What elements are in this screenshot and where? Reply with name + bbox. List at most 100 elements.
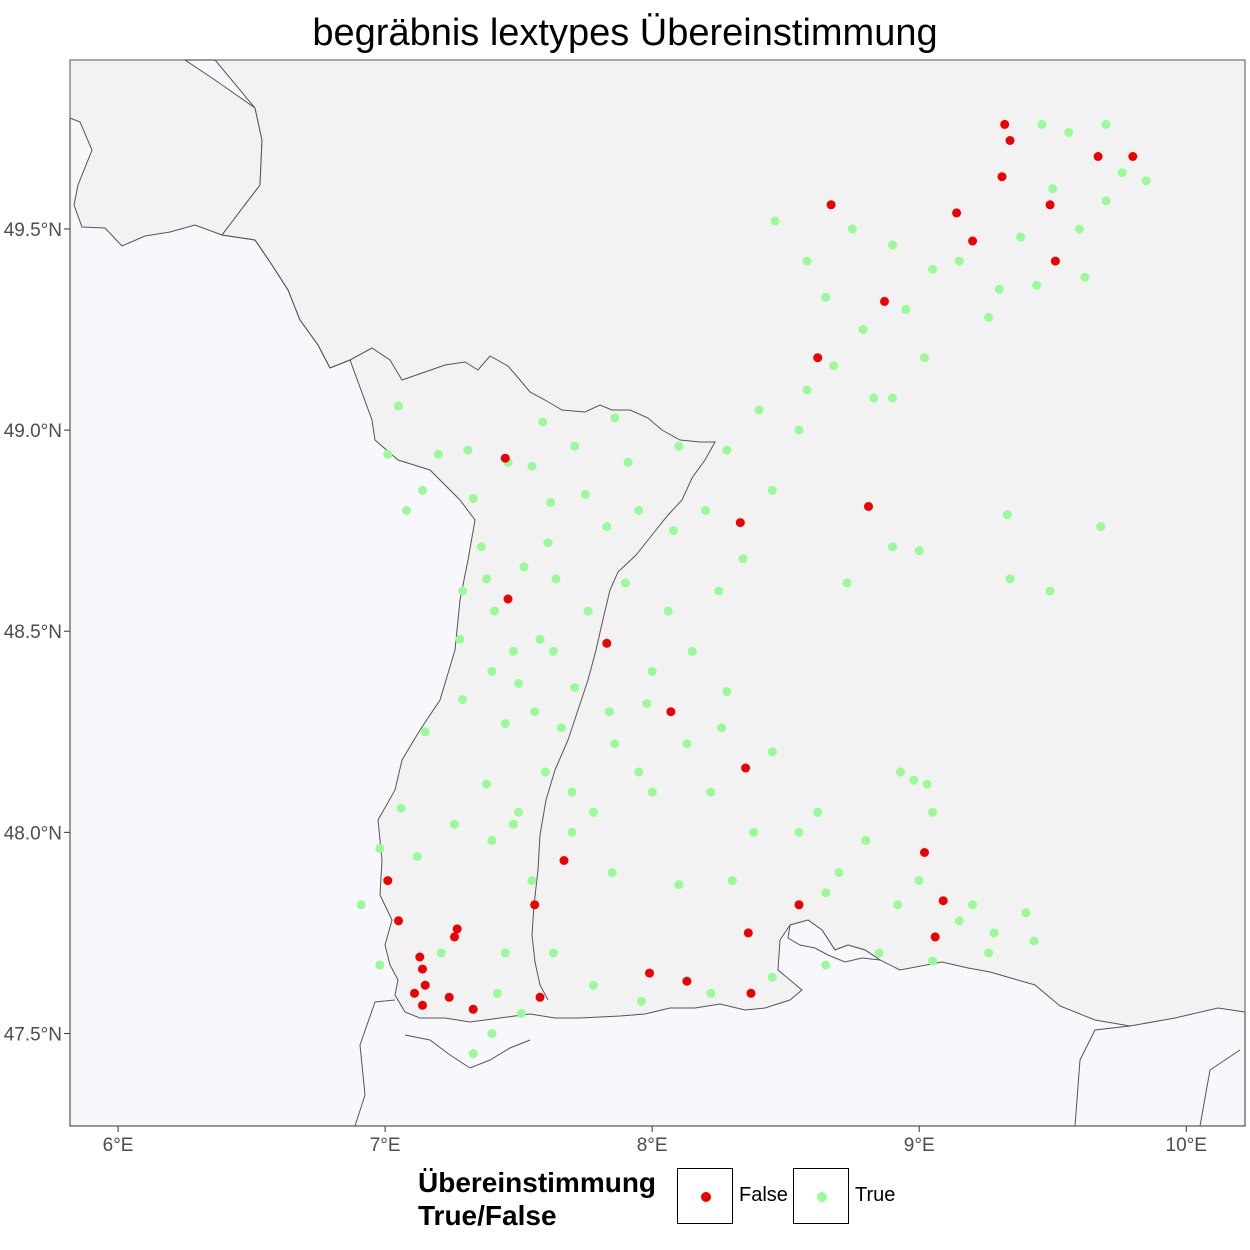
point-true [476, 542, 486, 552]
point-false [468, 1004, 478, 1014]
point-false [864, 502, 873, 511]
point-true [874, 948, 884, 958]
point-true [548, 948, 558, 958]
point-false [666, 707, 676, 717]
point-false [410, 988, 419, 998]
point-false [826, 200, 836, 210]
point-true [450, 819, 459, 829]
point-false [938, 896, 948, 906]
point-true [420, 727, 430, 737]
point-true [1045, 586, 1055, 596]
point-true [888, 542, 897, 552]
point-true [487, 666, 497, 676]
point-true [570, 683, 580, 692]
point-true [402, 506, 411, 515]
legend-dot-false [701, 1192, 711, 1202]
point-false [1000, 119, 1010, 129]
point-true [847, 224, 857, 234]
point-true [535, 634, 545, 644]
point-true [375, 960, 385, 970]
point-true [634, 506, 644, 515]
point-true [663, 606, 673, 616]
point-false [394, 916, 403, 926]
point-true [994, 284, 1004, 294]
point-true [674, 880, 684, 890]
point-true [588, 807, 598, 817]
point-false [743, 928, 753, 938]
point-true [682, 739, 692, 749]
point-true [1005, 574, 1015, 584]
point-false [452, 924, 462, 934]
point-true [687, 646, 697, 656]
point-true [647, 787, 657, 797]
point-true [1037, 119, 1047, 129]
point-true [490, 606, 500, 616]
point-true [706, 787, 716, 797]
point-true [1016, 232, 1026, 242]
point-false [880, 296, 889, 306]
point-true [468, 494, 478, 503]
point-true [770, 216, 780, 226]
point-true [436, 948, 446, 958]
point-true [984, 948, 994, 958]
point-false [530, 900, 540, 910]
point-true [1048, 184, 1058, 194]
point-false [1050, 256, 1060, 266]
point-true [767, 747, 777, 757]
legend-key-true [793, 1168, 849, 1224]
point-true [754, 405, 764, 415]
point-true [567, 827, 577, 837]
point-true [468, 1049, 478, 1059]
point-false [794, 900, 804, 910]
point-true [834, 868, 844, 878]
point-true [527, 876, 537, 886]
point-true [893, 900, 903, 910]
map-axes: 6°E 7°E 8°E 9°E 10°E 49.5°N 49.0°N 48.5°N 48.0°N… [4, 220, 1207, 1156]
point-true [394, 401, 403, 411]
point-true [514, 679, 524, 688]
point-true [556, 723, 566, 733]
point-true [701, 506, 711, 515]
point-true [500, 719, 510, 729]
point-true [968, 900, 978, 910]
map-title: begräbnis lextypes Übereinstimmung [312, 12, 938, 54]
point-true [920, 353, 929, 363]
point-true [861, 835, 871, 845]
point-false [1093, 152, 1103, 161]
point-true [802, 256, 812, 266]
point-true [610, 739, 620, 749]
point-true [802, 385, 812, 395]
point-true [813, 807, 823, 817]
point-true [738, 554, 748, 564]
point-true [954, 256, 964, 266]
point-false [420, 980, 430, 990]
point-true [375, 843, 385, 853]
point-false [682, 976, 692, 986]
point-false [952, 208, 962, 218]
point-true [928, 264, 938, 274]
point-true [901, 304, 911, 314]
point-true [1064, 127, 1074, 137]
point-false [746, 988, 756, 998]
point-true [1101, 119, 1111, 129]
point-true [749, 827, 759, 837]
point-false [968, 236, 978, 246]
point-true [634, 767, 644, 777]
point-true [588, 980, 598, 990]
point-true [458, 586, 468, 596]
point-true [538, 417, 548, 427]
point-false [920, 848, 929, 857]
point-false [602, 638, 612, 648]
legend-title: Übereinstimmung True/False [418, 1166, 678, 1232]
point-true [794, 827, 804, 837]
lake-constance [787, 919, 881, 963]
point-true [356, 900, 366, 910]
point-false [450, 932, 459, 942]
point-true [767, 972, 777, 982]
point-true [500, 948, 510, 958]
point-true [1021, 908, 1031, 918]
legend-key-false [677, 1168, 733, 1224]
point-true [722, 445, 732, 455]
point-true [767, 485, 777, 495]
